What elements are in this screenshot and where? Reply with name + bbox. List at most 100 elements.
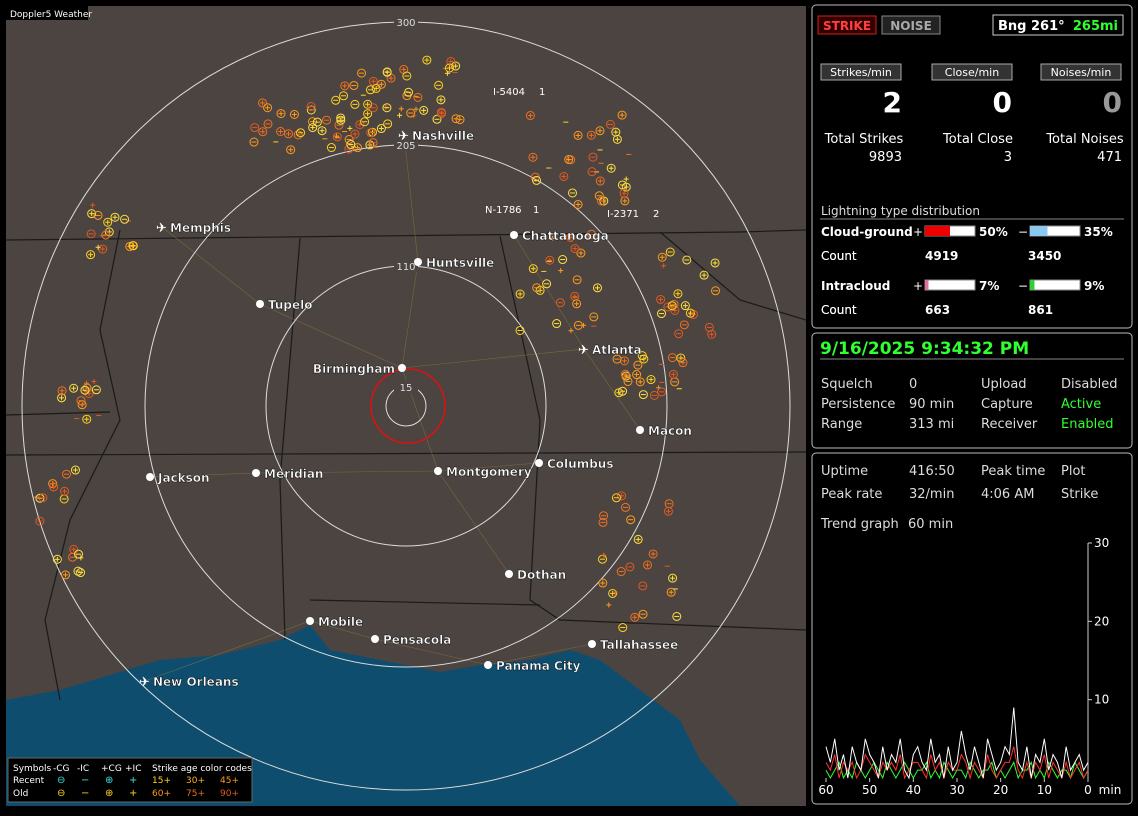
legend-symbol: − — [81, 788, 89, 799]
strike-circle — [74, 549, 84, 559]
strike-symbol — [296, 128, 306, 138]
label: Active — [1061, 397, 1101, 412]
strike-symbol — [626, 515, 636, 525]
strike-symbol — [332, 132, 342, 142]
city-name: Jackson — [157, 471, 210, 485]
strike-circle — [606, 163, 616, 173]
strike-circle — [545, 255, 555, 265]
strike-circle — [621, 182, 631, 192]
label: Upload — [981, 377, 1027, 392]
city-dot — [256, 300, 264, 308]
strike-circle — [249, 137, 259, 147]
strike-symbol — [432, 114, 442, 124]
title-bg — [6, 6, 88, 20]
strike-symbol — [349, 81, 359, 91]
ring-label: 300 — [396, 18, 415, 29]
strike-symbol — [581, 322, 587, 328]
strike-symbol — [633, 534, 643, 544]
strike-symbol — [570, 244, 580, 254]
strike-symbol — [663, 506, 673, 516]
strike-circle — [312, 117, 322, 127]
strike-circle — [599, 511, 609, 521]
strike-circle — [589, 312, 599, 322]
strike-circle — [82, 383, 92, 393]
strike-symbol — [397, 112, 403, 118]
strike-circle — [555, 298, 565, 308]
city-dot — [434, 467, 442, 475]
strike-symbol — [612, 354, 622, 364]
strike-symbol — [80, 385, 90, 395]
label: 861 — [1028, 303, 1053, 317]
rate-button[interactable] — [820, 63, 902, 81]
strike-symbol — [704, 322, 714, 332]
strike-symbol — [368, 138, 378, 148]
strike-circle — [559, 171, 569, 181]
ring-label-bg — [394, 15, 418, 28]
strike-circle — [679, 320, 689, 330]
x-tick-label: 60 — [818, 783, 833, 797]
strike-symbol — [515, 325, 525, 335]
city-name: Mobile — [318, 615, 363, 629]
strike-symbol — [258, 127, 268, 137]
strike-symbol — [446, 56, 456, 66]
strike-circle — [710, 258, 720, 268]
panel — [811, 4, 1133, 329]
label: Disabled — [1061, 377, 1117, 392]
ring-label-bg — [394, 259, 418, 272]
strike-symbol — [657, 309, 667, 319]
label: Bng 261° — [998, 19, 1065, 34]
strike-circle — [366, 128, 376, 138]
city-dot — [636, 426, 644, 434]
strike-symbol — [555, 298, 565, 308]
strike-circle — [626, 515, 636, 525]
strike-circle — [128, 241, 138, 251]
strike-circle — [680, 301, 690, 311]
city-name: Chattanooga — [522, 229, 609, 243]
strike-circle — [250, 123, 260, 133]
strike-circle — [446, 56, 456, 66]
map — [6, 6, 806, 806]
strike-symbol — [70, 465, 80, 475]
ring-label: 205 — [396, 141, 415, 152]
city-name: Tallahassee — [600, 638, 678, 652]
label: +CG — [101, 764, 122, 774]
strike-symbol — [682, 255, 692, 265]
rate-button[interactable] — [1040, 63, 1122, 81]
strike-circle — [57, 393, 67, 403]
label: 30+ — [186, 776, 205, 786]
label: Count — [821, 249, 857, 263]
strike-symbol — [679, 320, 689, 330]
label: 3 — [1004, 150, 1012, 165]
strike-circle — [598, 578, 608, 588]
strike-symbol — [49, 482, 59, 492]
legend-symbol: ⊕ — [105, 775, 113, 786]
track-id: N-1786 — [485, 205, 522, 216]
strike-symbol — [91, 378, 97, 384]
strike-button[interactable] — [817, 15, 877, 35]
distribution-bar — [925, 226, 950, 236]
strike-symbol — [542, 279, 552, 289]
strike-circle — [670, 305, 680, 315]
panel — [811, 332, 1133, 449]
strike-symbol — [617, 110, 627, 120]
strike-circle — [611, 127, 621, 137]
strike-symbol — [91, 385, 101, 395]
label: NOISE — [890, 19, 932, 33]
strike-symbol — [350, 129, 360, 139]
legend-symbol: ⊖ — [57, 788, 65, 799]
label: min — [1099, 783, 1122, 797]
strike-circle — [588, 152, 598, 162]
noise-button[interactable] — [881, 15, 941, 35]
strike-symbol — [710, 258, 720, 268]
strike-symbol — [249, 137, 259, 147]
strike-circle — [87, 209, 97, 219]
label: 0 — [909, 377, 917, 392]
rate-button[interactable] — [931, 63, 1013, 81]
strike-circle — [515, 325, 525, 335]
label: 663 — [925, 303, 950, 317]
strike-symbol — [402, 71, 412, 81]
strike-circle — [52, 554, 62, 564]
strike-circle — [668, 369, 678, 379]
strike-symbol — [596, 196, 606, 206]
label: Noises/min — [1051, 66, 1112, 79]
